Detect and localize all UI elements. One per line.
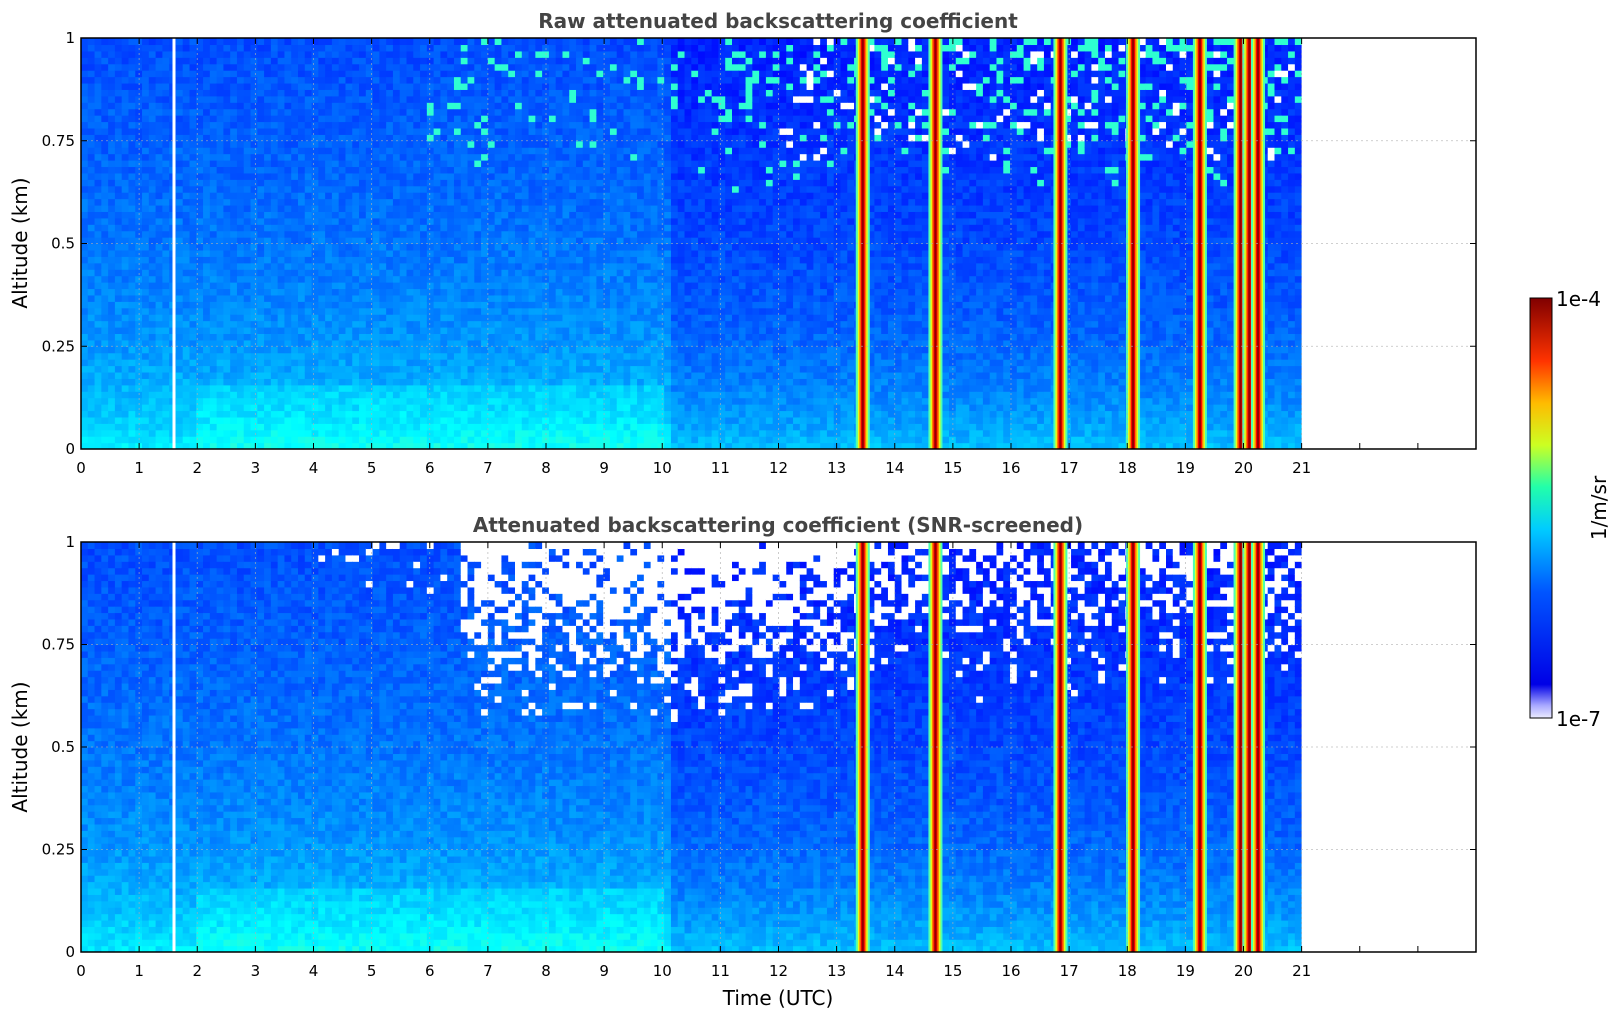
data-gap — [172, 542, 176, 952]
panel-screened-title: Attenuated backscattering coefficient (S… — [473, 513, 1083, 537]
panel-raw-ylabel: Altitude (km) — [8, 177, 32, 308]
colorbar-min-label: 1e-7 — [1556, 707, 1601, 731]
panel-raw-grid — [81, 38, 1476, 449]
x-tick-label: 15 — [943, 459, 962, 477]
x-tick-label: 20 — [1234, 962, 1253, 980]
x-tick-label: 14 — [885, 962, 904, 980]
panel-screened-ylabel: Altitude (km) — [8, 681, 32, 812]
panel-screened-heatmap — [81, 542, 1476, 952]
y-tick-label: 0.75 — [42, 636, 75, 654]
x-tick-label: 20 — [1234, 459, 1253, 477]
x-tick-label: 13 — [827, 962, 846, 980]
x-tick-label: 18 — [1118, 459, 1137, 477]
panel-screened-y-axis: 0 0.25 0.5 0.75 1 — [42, 533, 1476, 961]
x-tick-label: 5 — [367, 459, 377, 477]
panel-screened: Attenuated backscattering coefficient (S… — [8, 513, 1477, 1010]
x-tick-label: 9 — [599, 459, 609, 477]
y-tick-label: 0.5 — [51, 738, 75, 756]
y-tick-label: 0.25 — [42, 337, 75, 355]
colorbar-max-label: 1e-4 — [1556, 287, 1601, 311]
panel-screened-xlabel: Time (UTC) — [722, 986, 834, 1010]
x-tick-label: 3 — [251, 962, 261, 980]
x-tick-label: 12 — [769, 962, 788, 980]
x-tick-label: 2 — [192, 962, 202, 980]
y-tick-label: 0.25 — [42, 841, 75, 859]
x-tick-label: 6 — [425, 459, 435, 477]
x-tick-label: 21 — [1292, 962, 1311, 980]
x-tick-label: 9 — [599, 962, 609, 980]
x-tick-label: 10 — [653, 962, 672, 980]
y-tick-label: 1 — [65, 29, 75, 47]
x-tick-label: 15 — [943, 962, 962, 980]
x-tick-label: 4 — [309, 459, 319, 477]
data-gap — [172, 38, 176, 449]
colorbar-label: 1/m/sr — [1587, 475, 1611, 540]
x-tick-label: 16 — [1001, 962, 1020, 980]
panel-screened-grid — [81, 542, 1476, 952]
panel-raw-title: Raw attenuated backscattering coefficien… — [538, 9, 1018, 33]
x-tick-label: 0 — [76, 459, 86, 477]
x-tick-label: 7 — [483, 459, 493, 477]
panel-raw-heatmap — [81, 38, 1476, 449]
x-tick-label: 3 — [251, 459, 261, 477]
x-tick-label: 7 — [483, 962, 493, 980]
x-tick-label: 17 — [1060, 459, 1079, 477]
x-tick-label: 11 — [711, 459, 730, 477]
x-tick-label: 10 — [653, 459, 672, 477]
panel-raw-y-axis: 0 0.25 0.5 0.75 1 — [42, 29, 1476, 458]
y-tick-label: 0.75 — [42, 132, 75, 150]
y-tick-label: 0.5 — [51, 235, 75, 253]
x-tick-label: 12 — [769, 459, 788, 477]
x-tick-label: 0 — [76, 962, 86, 980]
x-tick-label: 5 — [367, 962, 377, 980]
x-tick-label: 8 — [541, 962, 551, 980]
panel-raw: Raw attenuated backscattering coefficien… — [8, 9, 1477, 477]
x-tick-label: 19 — [1176, 962, 1195, 980]
x-tick-label: 13 — [827, 459, 846, 477]
x-tick-label: 16 — [1001, 459, 1020, 477]
x-tick-label: 2 — [192, 459, 202, 477]
x-tick-label: 11 — [711, 962, 730, 980]
y-tick-label: 0 — [65, 440, 75, 458]
x-tick-label: 21 — [1292, 459, 1311, 477]
colorbar-gradient — [1529, 297, 1553, 719]
x-tick-label: 4 — [309, 962, 319, 980]
x-tick-label: 1 — [134, 459, 144, 477]
x-tick-label: 19 — [1176, 459, 1195, 477]
x-tick-label: 14 — [885, 459, 904, 477]
y-tick-label: 0 — [65, 943, 75, 961]
x-tick-label: 8 — [541, 459, 551, 477]
x-tick-label: 6 — [425, 962, 435, 980]
x-tick-label: 1 — [134, 962, 144, 980]
panel-screened-x-axis: 0 1 2 3 4 5 6 7 8 9 10 11 12 13 14 15 16 17 18 19 20 21 — [76, 542, 1419, 980]
x-tick-label: 18 — [1118, 962, 1137, 980]
panel-raw-x-axis: 0 1 2 3 4 5 6 7 8 9 10 11 12 13 14 15 16 17 18 19 20 21 — [76, 38, 1419, 477]
colorbar: 1e-4 1e-7 1/m/sr — [1529, 287, 1611, 731]
x-tick-label: 17 — [1060, 962, 1079, 980]
y-tick-label: 1 — [65, 533, 75, 551]
